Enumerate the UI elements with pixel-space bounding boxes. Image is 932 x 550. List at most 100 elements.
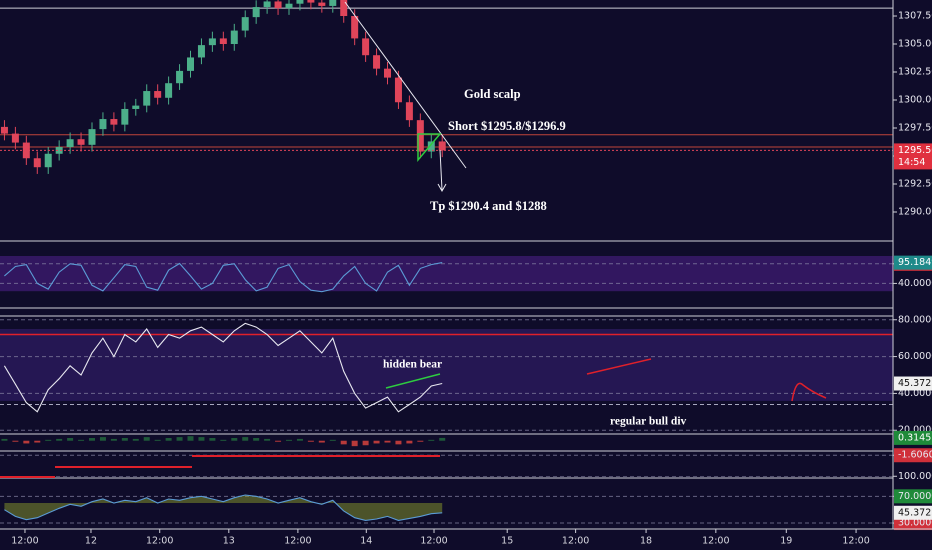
- candle-body: [197, 45, 205, 58]
- y-tick-label: 1300.00: [898, 95, 932, 106]
- histogram-bar: [340, 440, 347, 445]
- candle-body: [384, 68, 392, 78]
- y-tick-label: 70.0000: [898, 491, 932, 502]
- candle-body: [187, 57, 195, 71]
- indicator-line: [4, 262, 443, 293]
- candle-body: [143, 91, 151, 106]
- pane: [0, 319, 893, 431]
- countdown: 14:54: [898, 157, 925, 168]
- histogram-bar: [318, 440, 325, 443]
- candle-body: [274, 1, 282, 9]
- annotation: Gold scalp: [464, 87, 521, 101]
- y-tick-label: 100.0000: [898, 471, 932, 482]
- histogram-bar: [176, 437, 183, 441]
- area: [4, 495, 443, 521]
- candle-body: [77, 139, 85, 145]
- candle-body: [176, 70, 184, 84]
- y-tick-label: 1292.50: [898, 179, 932, 190]
- pane: [0, 0, 893, 174]
- x-tick-label: 12:00: [284, 536, 311, 547]
- candle-body: [318, 2, 326, 6]
- candle-body: [66, 139, 74, 148]
- price-label: 1295.50: [898, 145, 932, 156]
- histogram-bar: [23, 440, 30, 444]
- target-arrow: [437, 149, 447, 193]
- histogram-bar: [154, 439, 161, 441]
- candle-body: [405, 102, 413, 121]
- candle-body: [340, 0, 348, 17]
- last-value-label: 45.3725: [898, 378, 932, 389]
- x-tick-label: 12:00: [146, 536, 173, 547]
- y-tick-label: 20.0000: [898, 425, 932, 436]
- histogram-bar: [89, 438, 96, 441]
- x-tick-label: 18: [640, 536, 652, 547]
- histogram-bar: [67, 438, 74, 441]
- candle-body: [208, 38, 216, 46]
- candle-body: [394, 77, 402, 103]
- y-tick-label: -1.6060: [898, 450, 932, 461]
- candle-body: [252, 7, 260, 18]
- y-tick-label: 1302.50: [898, 67, 932, 78]
- candle-body: [110, 119, 118, 125]
- histogram-bar: [351, 440, 358, 447]
- drawing-line: [586, 358, 652, 375]
- histogram-bar: [406, 440, 413, 444]
- histogram-bar: [143, 437, 150, 441]
- y-tick-label-box: [894, 448, 932, 463]
- histogram-bar: [253, 438, 260, 441]
- annotation: Tp $1290.4 and $1288: [430, 199, 547, 213]
- histogram-bar: [439, 437, 446, 441]
- x-tick-label: 12: [85, 536, 97, 547]
- indicator-line: [4, 494, 443, 521]
- annotation: Short $1295.8/$1296.9: [448, 119, 566, 133]
- candle-body: [132, 105, 140, 109]
- histogram-bar: [384, 440, 391, 443]
- histogram-bar: [307, 440, 314, 442]
- histogram-bar: [329, 439, 336, 441]
- y-tick-label: 1290.00: [898, 207, 932, 218]
- x-tick-label: 12:00: [702, 536, 729, 547]
- annotation: regular bull div: [610, 416, 687, 428]
- y-tick-label: 1305.00: [898, 39, 932, 50]
- annotation: hidden bear: [383, 359, 442, 371]
- x-tick-label: 12:00: [562, 536, 589, 547]
- histogram-bar: [132, 438, 139, 441]
- x-tick-label: 19: [780, 536, 792, 547]
- y-tick-label: 60.0000: [898, 351, 932, 362]
- band: [0, 329, 893, 401]
- candle-body: [121, 108, 129, 125]
- histogram-bar: [78, 439, 85, 441]
- y-tick-label: 80.0000: [898, 314, 932, 325]
- candle-body: [219, 38, 227, 45]
- last-value-label-box: [894, 376, 932, 391]
- last-value-label: 0.3145: [898, 432, 931, 443]
- x-tick-label: 14: [360, 536, 372, 547]
- candle-body: [241, 17, 249, 31]
- candle-body: [351, 16, 359, 39]
- histogram-bar: [187, 436, 194, 441]
- histogram-bar: [12, 440, 19, 442]
- y-tick-label: 30.0000: [898, 518, 932, 529]
- last-value-label: 95.1849: [898, 257, 932, 268]
- histogram-bar: [34, 440, 41, 443]
- histogram-bar: [45, 439, 52, 441]
- histogram-bar: [362, 440, 369, 446]
- histogram-bar: [99, 437, 106, 441]
- candle-body: [285, 3, 293, 9]
- candle-body: [22, 142, 30, 159]
- histogram-bar: [373, 440, 380, 444]
- histogram-bar: [428, 439, 435, 441]
- band: [0, 256, 893, 292]
- histogram-bar: [395, 440, 402, 445]
- x-tick-label: 12:00: [420, 536, 447, 547]
- candle-body: [154, 91, 162, 98]
- histogram-bar: [110, 438, 117, 441]
- pane: [0, 436, 893, 456]
- candle-body: [0, 126, 8, 134]
- candle-body: [416, 120, 424, 152]
- candle-body: [427, 141, 435, 152]
- y-tick-label-box: [894, 489, 932, 504]
- candle-body: [329, 0, 337, 6]
- histogram-bar: [242, 437, 249, 441]
- y-tick-label: 1297.50: [898, 123, 932, 134]
